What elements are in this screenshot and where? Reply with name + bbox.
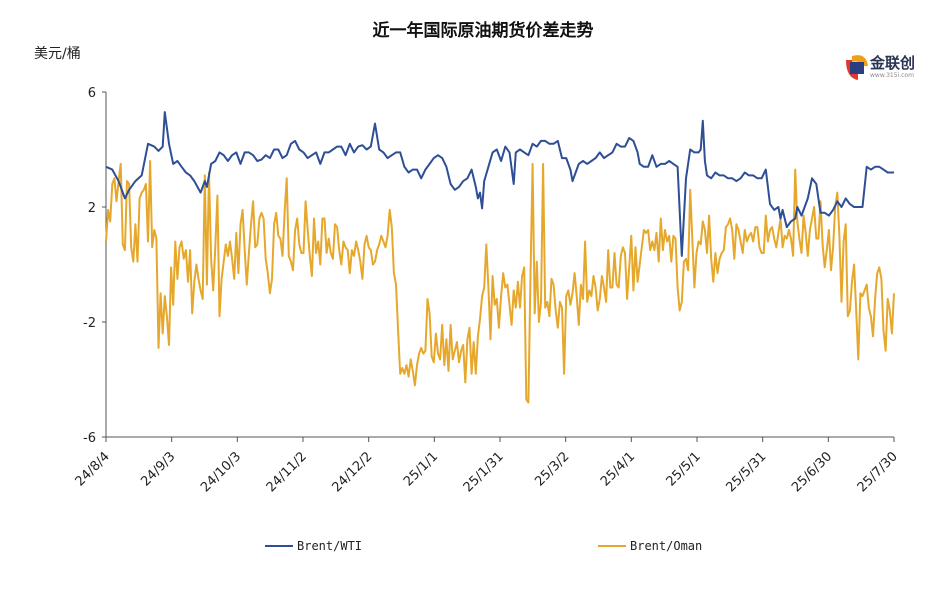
legend: Brent/WTI Brent/Oman: [265, 539, 702, 553]
logo-icon: [846, 55, 868, 80]
x-tick-label: 25/4/1: [598, 449, 638, 489]
y-tick-label: -6: [83, 431, 96, 446]
y-unit-label: 美元/桶: [34, 46, 81, 62]
x-tick-label: 24/12/2: [329, 449, 375, 495]
y-tick-label: -2: [83, 316, 96, 331]
y-axis: -6 -2 2 6: [83, 86, 106, 446]
x-tick-label: 24/10/3: [198, 449, 244, 495]
x-tick-label: 24/8/4: [73, 449, 113, 489]
logo-text: 金联创: [869, 54, 915, 72]
y-tick-label: 6: [88, 86, 96, 101]
x-tick-label: 25/3/2: [532, 449, 572, 489]
x-tick-label: 25/5/31: [723, 449, 769, 495]
x-tick-label: 24/9/3: [138, 449, 178, 489]
x-tick-label: 25/7/30: [855, 449, 901, 495]
x-tick-label: 25/1/31: [461, 449, 507, 495]
x-tick-label: 25/5/1: [664, 449, 704, 489]
x-tick-label: 25/1/1: [401, 449, 441, 489]
y-tick-label: 2: [88, 201, 96, 216]
series-line-brent-wti: [105, 111, 894, 257]
legend-label-brent-wti: Brent/WTI: [297, 539, 362, 553]
logo-subtext: www.315i.com: [870, 72, 914, 79]
x-tick-label: 24/11/2: [264, 449, 310, 495]
legend-label-brent-oman: Brent/Oman: [630, 539, 702, 553]
chart-title: 近一年国际原油期货价差走势: [373, 20, 594, 41]
series-layer: [105, 111, 895, 404]
brand-logo: 金联创 www.315i.com: [846, 54, 915, 80]
x-axis: 24/8/4 24/9/3 24/10/3 24/11/2 24/12/2 25/1/1 2…: [73, 437, 901, 495]
series-line-brent-oman: [105, 160, 895, 404]
x-tick-label: 25/6/30: [789, 449, 835, 495]
